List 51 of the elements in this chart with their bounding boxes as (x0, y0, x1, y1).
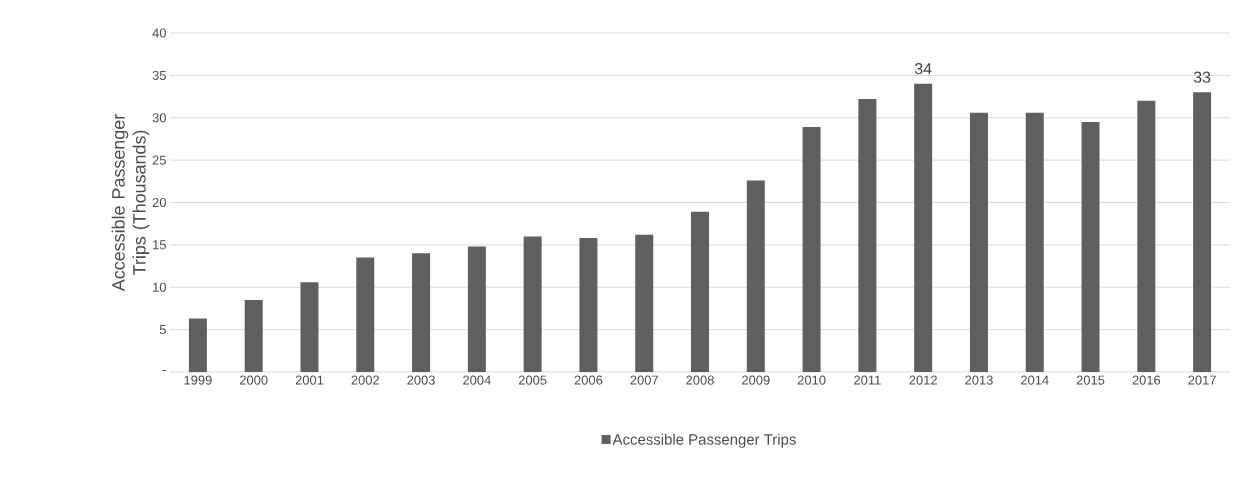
x-tick-label: 2003 (407, 375, 435, 385)
bar (188, 318, 207, 372)
y-tick-label: 25 (152, 155, 166, 165)
y-tick-label: 40 (152, 28, 166, 38)
x-tick-label: 2012 (909, 375, 937, 385)
x-tick-label: 2013 (965, 375, 993, 385)
y-tick-label: 35 (152, 70, 166, 80)
legend-label: Accessible Passenger Trips (612, 433, 796, 448)
y-tick-label: 10 (153, 282, 166, 292)
x-tick-label: 2015 (1076, 375, 1105, 385)
x-tick-label: 2006 (574, 375, 603, 385)
x-tick-label: 2002 (351, 375, 380, 385)
x-tick-label: 2008 (686, 375, 714, 385)
y-tick-label: - (162, 370, 166, 372)
x-tick-label: 2016 (1132, 375, 1161, 385)
x-tick-label: 2007 (630, 375, 658, 385)
y-axis-title: Accessible Passenger Trips (Thousands) (111, 114, 150, 292)
y-tick-label: 20 (152, 197, 166, 208)
x-tick-label: 2004 (463, 375, 491, 385)
bar (969, 112, 988, 372)
x-tick-label: 2011 (854, 375, 881, 385)
x-tick-label: 2001 (295, 375, 324, 385)
x-tick-label: 2010 (797, 375, 826, 385)
x-tick-label: 2014 (1020, 375, 1049, 385)
bar (635, 234, 654, 372)
bar (746, 180, 765, 372)
bar (691, 211, 710, 372)
y-tick-label: 15 (153, 240, 166, 250)
bar (412, 253, 431, 372)
y-tick-label: 30 (152, 113, 166, 123)
data-label: 33 (1193, 71, 1211, 83)
bar (1193, 92, 1212, 372)
bar (1025, 112, 1044, 372)
bar (914, 83, 933, 372)
bar (1137, 100, 1156, 372)
x-tick-label: 2009 (742, 375, 770, 385)
x-tick-label: 1999 (184, 375, 212, 385)
x-tick-label: 2017 (1188, 375, 1216, 385)
bar (802, 127, 821, 372)
x-tick-label: 2000 (239, 375, 268, 385)
y-tick-label: 5 (159, 325, 166, 335)
bar (300, 282, 319, 372)
bar (356, 257, 375, 372)
bar (467, 246, 486, 372)
bar (858, 99, 877, 372)
bar (1081, 121, 1100, 372)
bar (244, 299, 263, 372)
bar (579, 238, 598, 372)
data-label: 34 (914, 63, 932, 75)
bar (523, 236, 542, 372)
x-tick-label: 2005 (518, 375, 547, 385)
